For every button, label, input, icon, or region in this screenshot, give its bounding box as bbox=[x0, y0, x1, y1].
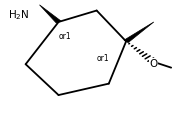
Text: or1: or1 bbox=[59, 32, 71, 41]
Polygon shape bbox=[124, 22, 154, 43]
Text: O: O bbox=[149, 59, 158, 69]
Text: H$_2$N: H$_2$N bbox=[8, 8, 30, 22]
Polygon shape bbox=[39, 5, 61, 23]
Text: or1: or1 bbox=[97, 54, 109, 63]
